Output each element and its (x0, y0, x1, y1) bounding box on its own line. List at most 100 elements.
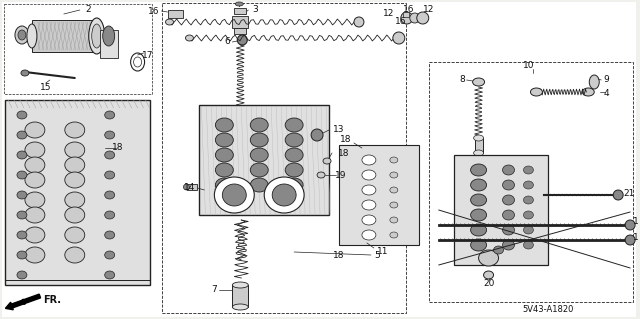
Bar (234, 8, 246, 14)
Text: 3: 3 (252, 5, 258, 14)
Ellipse shape (65, 157, 84, 173)
Text: 4: 4 (604, 90, 609, 99)
Ellipse shape (484, 271, 493, 279)
Text: 10: 10 (523, 62, 534, 70)
Ellipse shape (232, 304, 248, 310)
Ellipse shape (216, 118, 234, 132)
Ellipse shape (474, 150, 484, 156)
Ellipse shape (105, 151, 115, 159)
Ellipse shape (25, 157, 45, 173)
Ellipse shape (89, 18, 105, 54)
Ellipse shape (186, 35, 193, 41)
Text: 20: 20 (483, 279, 494, 288)
Ellipse shape (493, 246, 504, 254)
Bar (429, 62, 633, 302)
Ellipse shape (250, 178, 268, 192)
Ellipse shape (502, 195, 515, 205)
Bar (339, 145, 419, 245)
Ellipse shape (531, 88, 543, 96)
Ellipse shape (18, 30, 26, 40)
Ellipse shape (362, 215, 376, 225)
Ellipse shape (272, 184, 296, 206)
Ellipse shape (417, 12, 429, 24)
Ellipse shape (470, 164, 486, 176)
Ellipse shape (390, 157, 398, 163)
Ellipse shape (470, 209, 486, 221)
Ellipse shape (237, 35, 247, 45)
Bar (232, 16, 248, 28)
Text: 16: 16 (148, 6, 159, 16)
Text: 1: 1 (633, 233, 639, 241)
Ellipse shape (285, 118, 303, 132)
Ellipse shape (470, 239, 486, 251)
Text: 5: 5 (374, 250, 380, 259)
Ellipse shape (17, 131, 27, 139)
Ellipse shape (65, 207, 84, 223)
Ellipse shape (323, 158, 331, 164)
Ellipse shape (17, 251, 27, 259)
Ellipse shape (582, 88, 595, 96)
Text: 8: 8 (459, 76, 465, 85)
Ellipse shape (390, 202, 398, 208)
Bar (200, 105, 329, 215)
Ellipse shape (105, 111, 115, 119)
Ellipse shape (102, 26, 115, 46)
Ellipse shape (214, 177, 254, 213)
Text: 11: 11 (377, 248, 388, 256)
Ellipse shape (479, 250, 499, 266)
Ellipse shape (362, 185, 376, 195)
Text: 9: 9 (604, 76, 609, 85)
Ellipse shape (285, 163, 303, 177)
Ellipse shape (625, 235, 635, 245)
Bar (188, 184, 197, 190)
Ellipse shape (393, 32, 405, 44)
Ellipse shape (216, 133, 234, 147)
Ellipse shape (21, 70, 29, 76)
Ellipse shape (25, 192, 45, 208)
Text: 7: 7 (212, 286, 218, 294)
Ellipse shape (470, 179, 486, 191)
Ellipse shape (285, 178, 303, 192)
Ellipse shape (285, 133, 303, 147)
FancyArrow shape (5, 294, 40, 310)
Ellipse shape (362, 230, 376, 240)
Ellipse shape (216, 178, 234, 192)
Ellipse shape (65, 142, 84, 158)
Bar (454, 155, 548, 265)
Text: 1: 1 (633, 218, 639, 226)
Text: 13: 13 (333, 125, 345, 135)
Ellipse shape (311, 129, 323, 141)
Ellipse shape (17, 111, 27, 119)
Text: 14: 14 (184, 183, 195, 192)
Ellipse shape (502, 225, 515, 235)
Text: 2: 2 (85, 4, 90, 13)
Ellipse shape (250, 148, 268, 162)
Ellipse shape (472, 78, 484, 86)
Text: 5V43-A1820: 5V43-A1820 (523, 306, 574, 315)
Ellipse shape (17, 271, 27, 279)
Ellipse shape (184, 184, 189, 190)
Ellipse shape (470, 194, 486, 206)
Ellipse shape (362, 200, 376, 210)
Text: 18: 18 (338, 149, 349, 158)
Ellipse shape (65, 172, 84, 188)
Ellipse shape (362, 155, 376, 165)
Ellipse shape (17, 171, 27, 179)
Ellipse shape (65, 122, 84, 138)
Ellipse shape (105, 211, 115, 219)
Ellipse shape (25, 142, 45, 158)
Ellipse shape (390, 187, 398, 193)
Bar (168, 10, 184, 18)
Ellipse shape (502, 165, 515, 175)
Text: 17: 17 (142, 51, 154, 61)
Ellipse shape (25, 122, 45, 138)
Ellipse shape (17, 151, 27, 159)
Text: 18: 18 (333, 250, 344, 259)
Ellipse shape (17, 211, 27, 219)
Ellipse shape (105, 271, 115, 279)
Text: 18: 18 (340, 136, 352, 145)
Ellipse shape (105, 131, 115, 139)
Ellipse shape (250, 163, 268, 177)
Ellipse shape (502, 240, 515, 250)
Bar (403, 12, 409, 17)
